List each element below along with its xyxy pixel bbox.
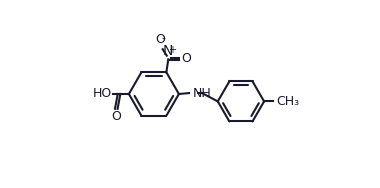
Text: -: - <box>162 33 166 43</box>
Text: O: O <box>182 52 192 65</box>
Text: NH: NH <box>193 86 212 100</box>
Text: O: O <box>111 110 121 123</box>
Text: HO: HO <box>93 87 112 100</box>
Text: N: N <box>163 44 173 58</box>
Text: +: + <box>168 45 176 55</box>
Text: O: O <box>155 33 165 46</box>
Text: CH₃: CH₃ <box>276 95 299 108</box>
